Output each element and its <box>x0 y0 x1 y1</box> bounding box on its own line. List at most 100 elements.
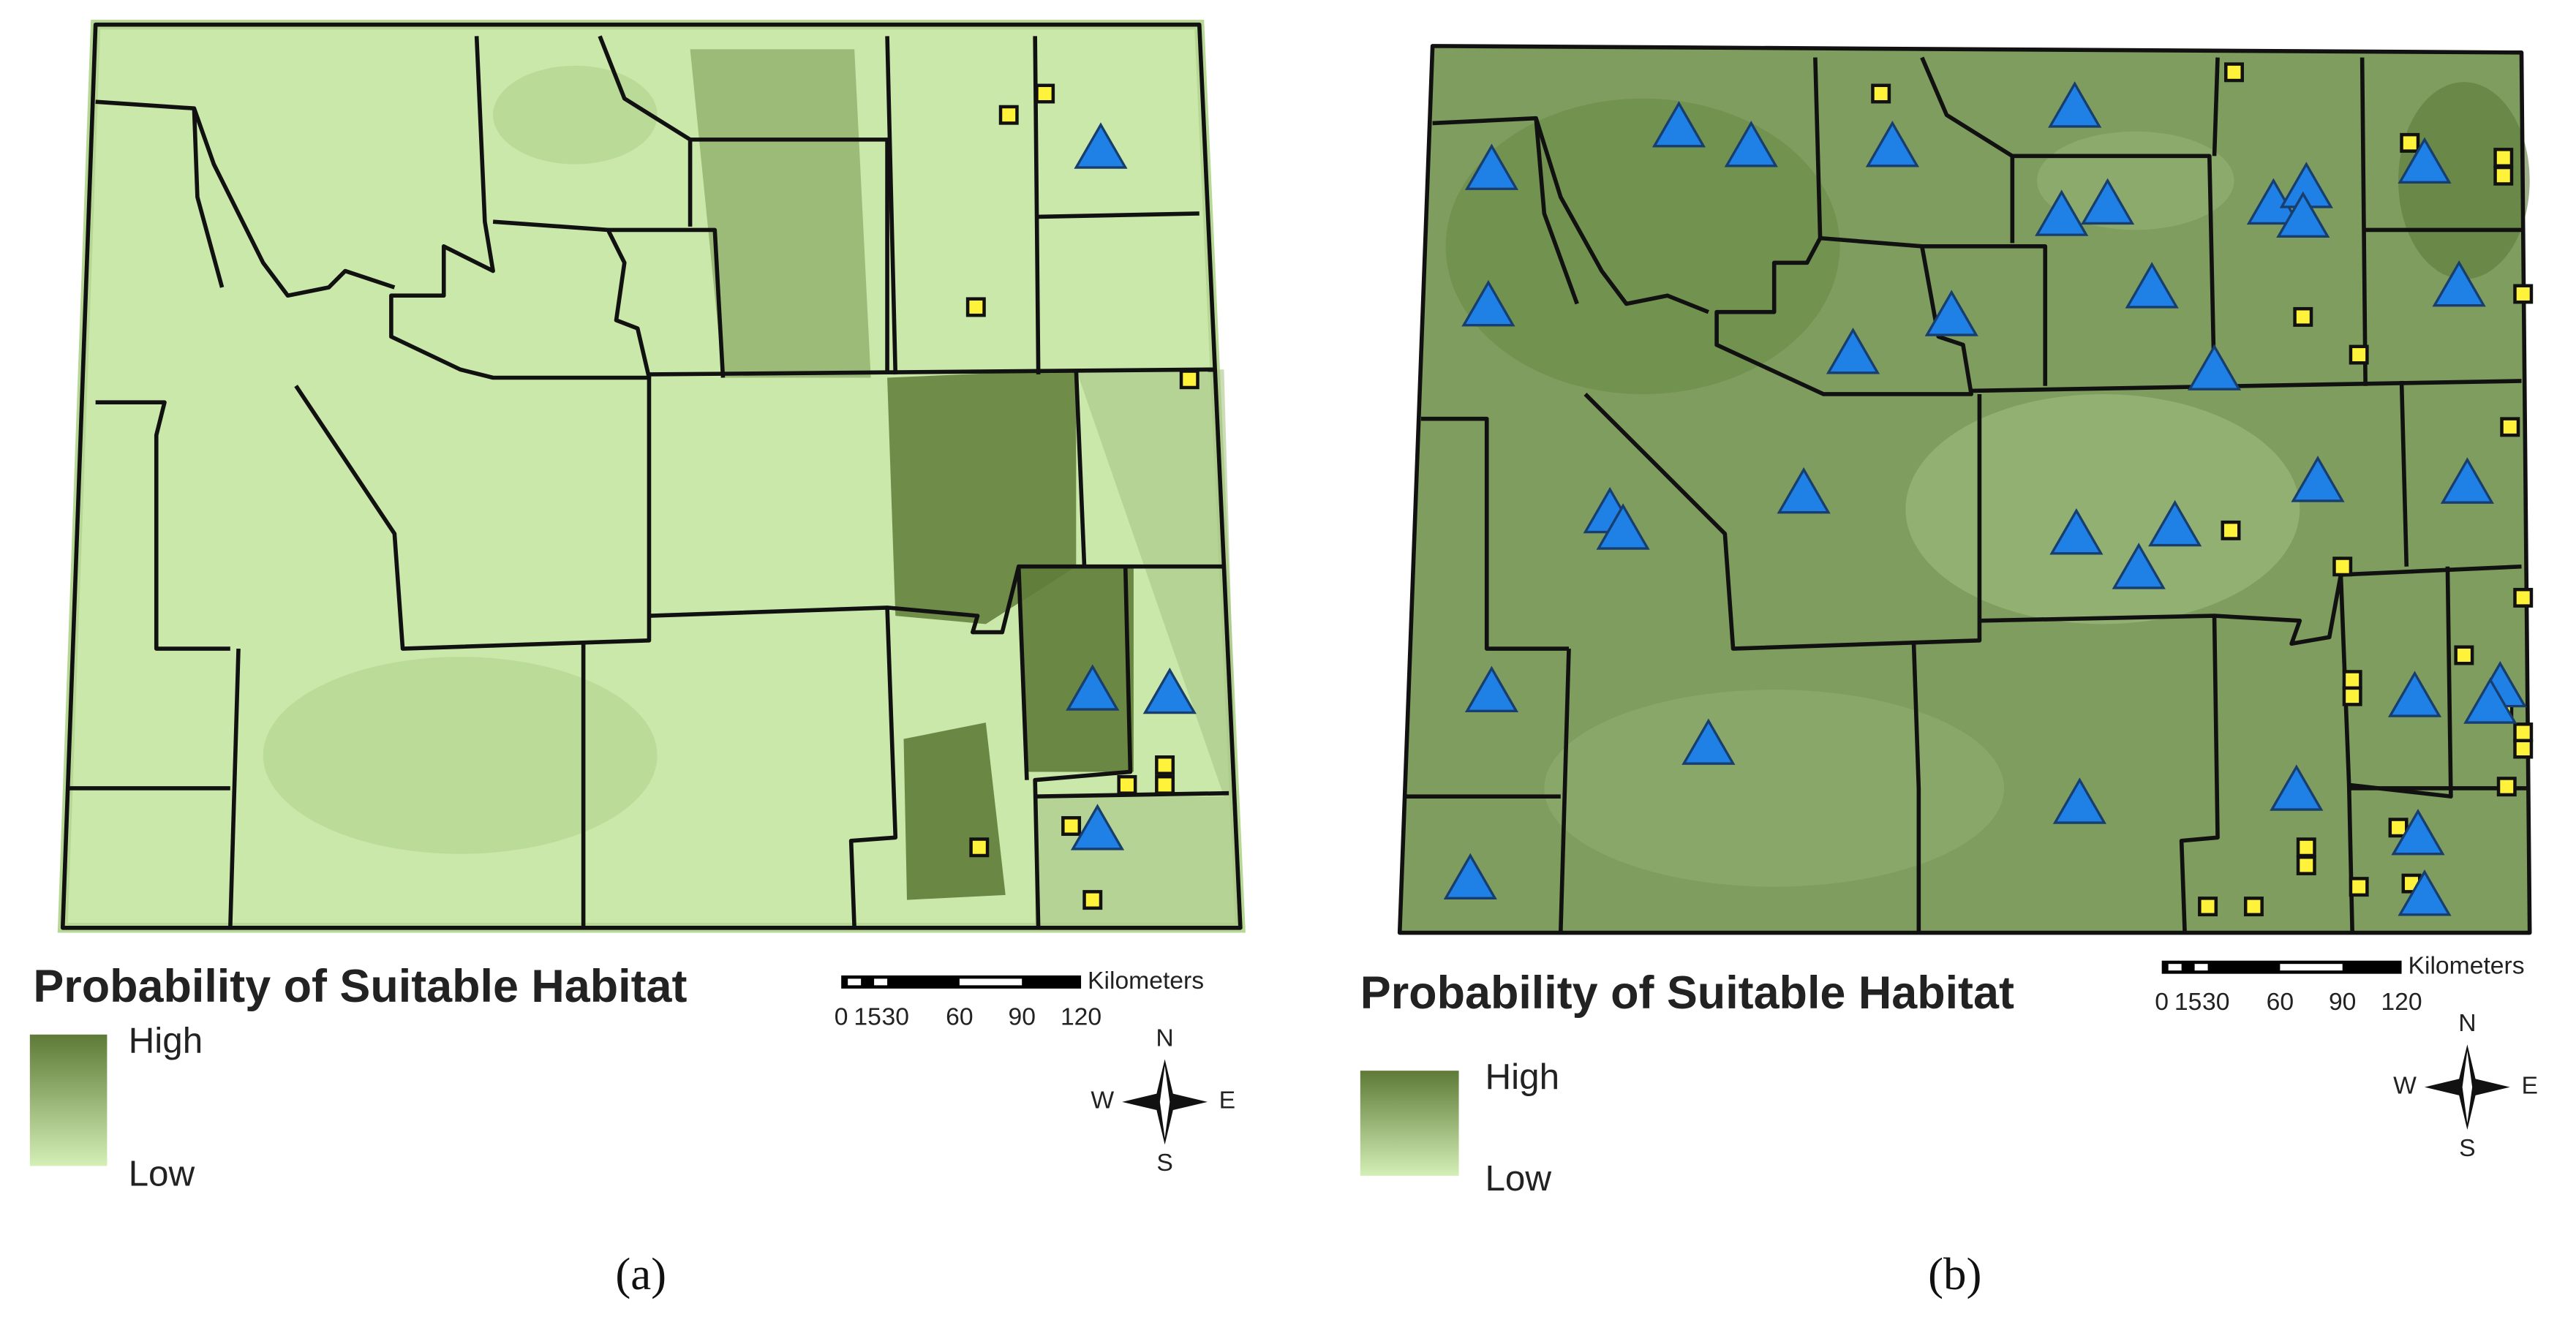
scale-segment <box>2168 964 2182 971</box>
site-square <box>2388 818 2409 838</box>
compass-e: E <box>2521 1073 2537 1100</box>
site-square <box>2493 148 2514 168</box>
site-triangle <box>2391 808 2445 856</box>
site-triangle <box>1464 665 1519 713</box>
site-triangle <box>2049 508 2104 555</box>
site-square <box>2296 837 2316 858</box>
site-triangle <box>1066 664 1120 711</box>
site-triangle <box>2291 456 2345 502</box>
site-triangle <box>2052 777 2106 824</box>
compass-star-inner <box>1159 1065 1170 1139</box>
site-square <box>2224 62 2244 83</box>
scale-segment <box>848 978 862 986</box>
site-triangle <box>2148 499 2202 547</box>
site-square <box>2400 132 2420 153</box>
compass: N S W E <box>1091 1024 1235 1177</box>
legend-gradient <box>29 1034 108 1166</box>
scale-segment <box>2194 964 2208 971</box>
site-square <box>2221 520 2241 540</box>
scale-label: 15 <box>2174 989 2202 1016</box>
site-square <box>2493 165 2514 186</box>
site-triangle <box>1142 667 1197 714</box>
caption: (b) <box>1928 1248 1981 1299</box>
scale-label: 90 <box>1008 1003 1035 1030</box>
scale-label: 30 <box>2202 989 2229 1016</box>
compass-star-inner <box>2462 1051 2473 1124</box>
site-triangle <box>2270 764 2324 811</box>
site-square <box>2454 645 2474 665</box>
site-square <box>1179 369 1200 390</box>
site-square <box>2332 556 2353 577</box>
legend-low: Low <box>129 1153 195 1193</box>
site-square <box>969 837 990 858</box>
site-symbols <box>965 62 2534 917</box>
site-square <box>1061 816 1082 837</box>
site-square <box>2198 897 2218 917</box>
site-triangle <box>1443 853 1497 900</box>
site-triangle <box>2432 260 2486 307</box>
legend-title: Probability of Suitable Habitat <box>1360 967 2014 1019</box>
site-square <box>1871 83 1891 104</box>
legend-low: Low <box>1485 1158 1551 1199</box>
scale-label: 30 <box>882 1003 909 1030</box>
site-triangle <box>2035 189 2089 236</box>
site-triangle <box>2125 262 2179 309</box>
site-triangle <box>1865 121 1919 167</box>
compass-w: W <box>2393 1073 2417 1100</box>
site-triangle <box>1070 804 1125 850</box>
scale-bar: Kilometers 0 15 30 60 90 120 <box>835 967 1204 1030</box>
scale-label: 0 <box>2155 989 2169 1016</box>
site-triangle <box>2187 344 2242 390</box>
site-triangle <box>2398 137 2452 184</box>
legend-high: High <box>1485 1057 1559 1097</box>
legend-high: High <box>129 1020 203 1060</box>
compass-n: N <box>1156 1024 1173 1052</box>
caption: (a) <box>615 1248 666 1299</box>
compass-s: S <box>1156 1150 1172 1177</box>
site-square <box>2342 686 2362 706</box>
site-square <box>1082 890 1103 910</box>
scale-label: 0 <box>835 1003 848 1030</box>
site-triangle <box>1652 101 1706 148</box>
compass-e: E <box>1219 1087 1235 1114</box>
site-triangle <box>2112 543 2166 589</box>
scale-label: 90 <box>2329 989 2356 1016</box>
site-square <box>2513 587 2534 608</box>
site-triangle <box>1826 328 1880 374</box>
site-square <box>2500 417 2520 437</box>
site-square <box>2349 344 2369 365</box>
scale-segment <box>959 978 1023 986</box>
site-triangle <box>1596 503 1650 550</box>
scale-label: 120 <box>1061 1003 1101 1030</box>
legend-title: Probability of Suitable Habitat <box>33 961 687 1012</box>
site-square <box>2513 739 2534 759</box>
site-square <box>1155 774 1175 795</box>
scale-unit: Kilometers <box>2409 953 2525 980</box>
site-square <box>965 297 986 317</box>
site-square <box>2513 284 2534 304</box>
map-a <box>57 19 1246 933</box>
site-triangle <box>1074 122 1128 169</box>
site-triangle <box>2080 178 2135 225</box>
site-square <box>2513 722 2534 743</box>
site-triangle <box>2440 457 2494 504</box>
legend-gradient <box>1360 1071 1459 1176</box>
scale-label: 60 <box>2267 989 2294 1016</box>
site-square <box>2349 877 2369 897</box>
site-triangle <box>1724 121 1778 167</box>
site-square <box>2342 670 2362 690</box>
site-triangle <box>1777 467 1831 514</box>
scale-label: 15 <box>854 1003 881 1030</box>
site-square <box>2243 897 2264 917</box>
site-square <box>1035 83 1055 104</box>
site-square <box>1117 774 1137 795</box>
site-triangle <box>2276 191 2330 238</box>
scale-segment <box>874 978 888 986</box>
site-square <box>2293 306 2313 327</box>
site-square <box>1155 755 1175 775</box>
site-triangle <box>2398 869 2452 916</box>
scale-segment <box>2280 964 2343 971</box>
site-triangle <box>1461 279 1515 327</box>
compass-s: S <box>2459 1135 2475 1162</box>
